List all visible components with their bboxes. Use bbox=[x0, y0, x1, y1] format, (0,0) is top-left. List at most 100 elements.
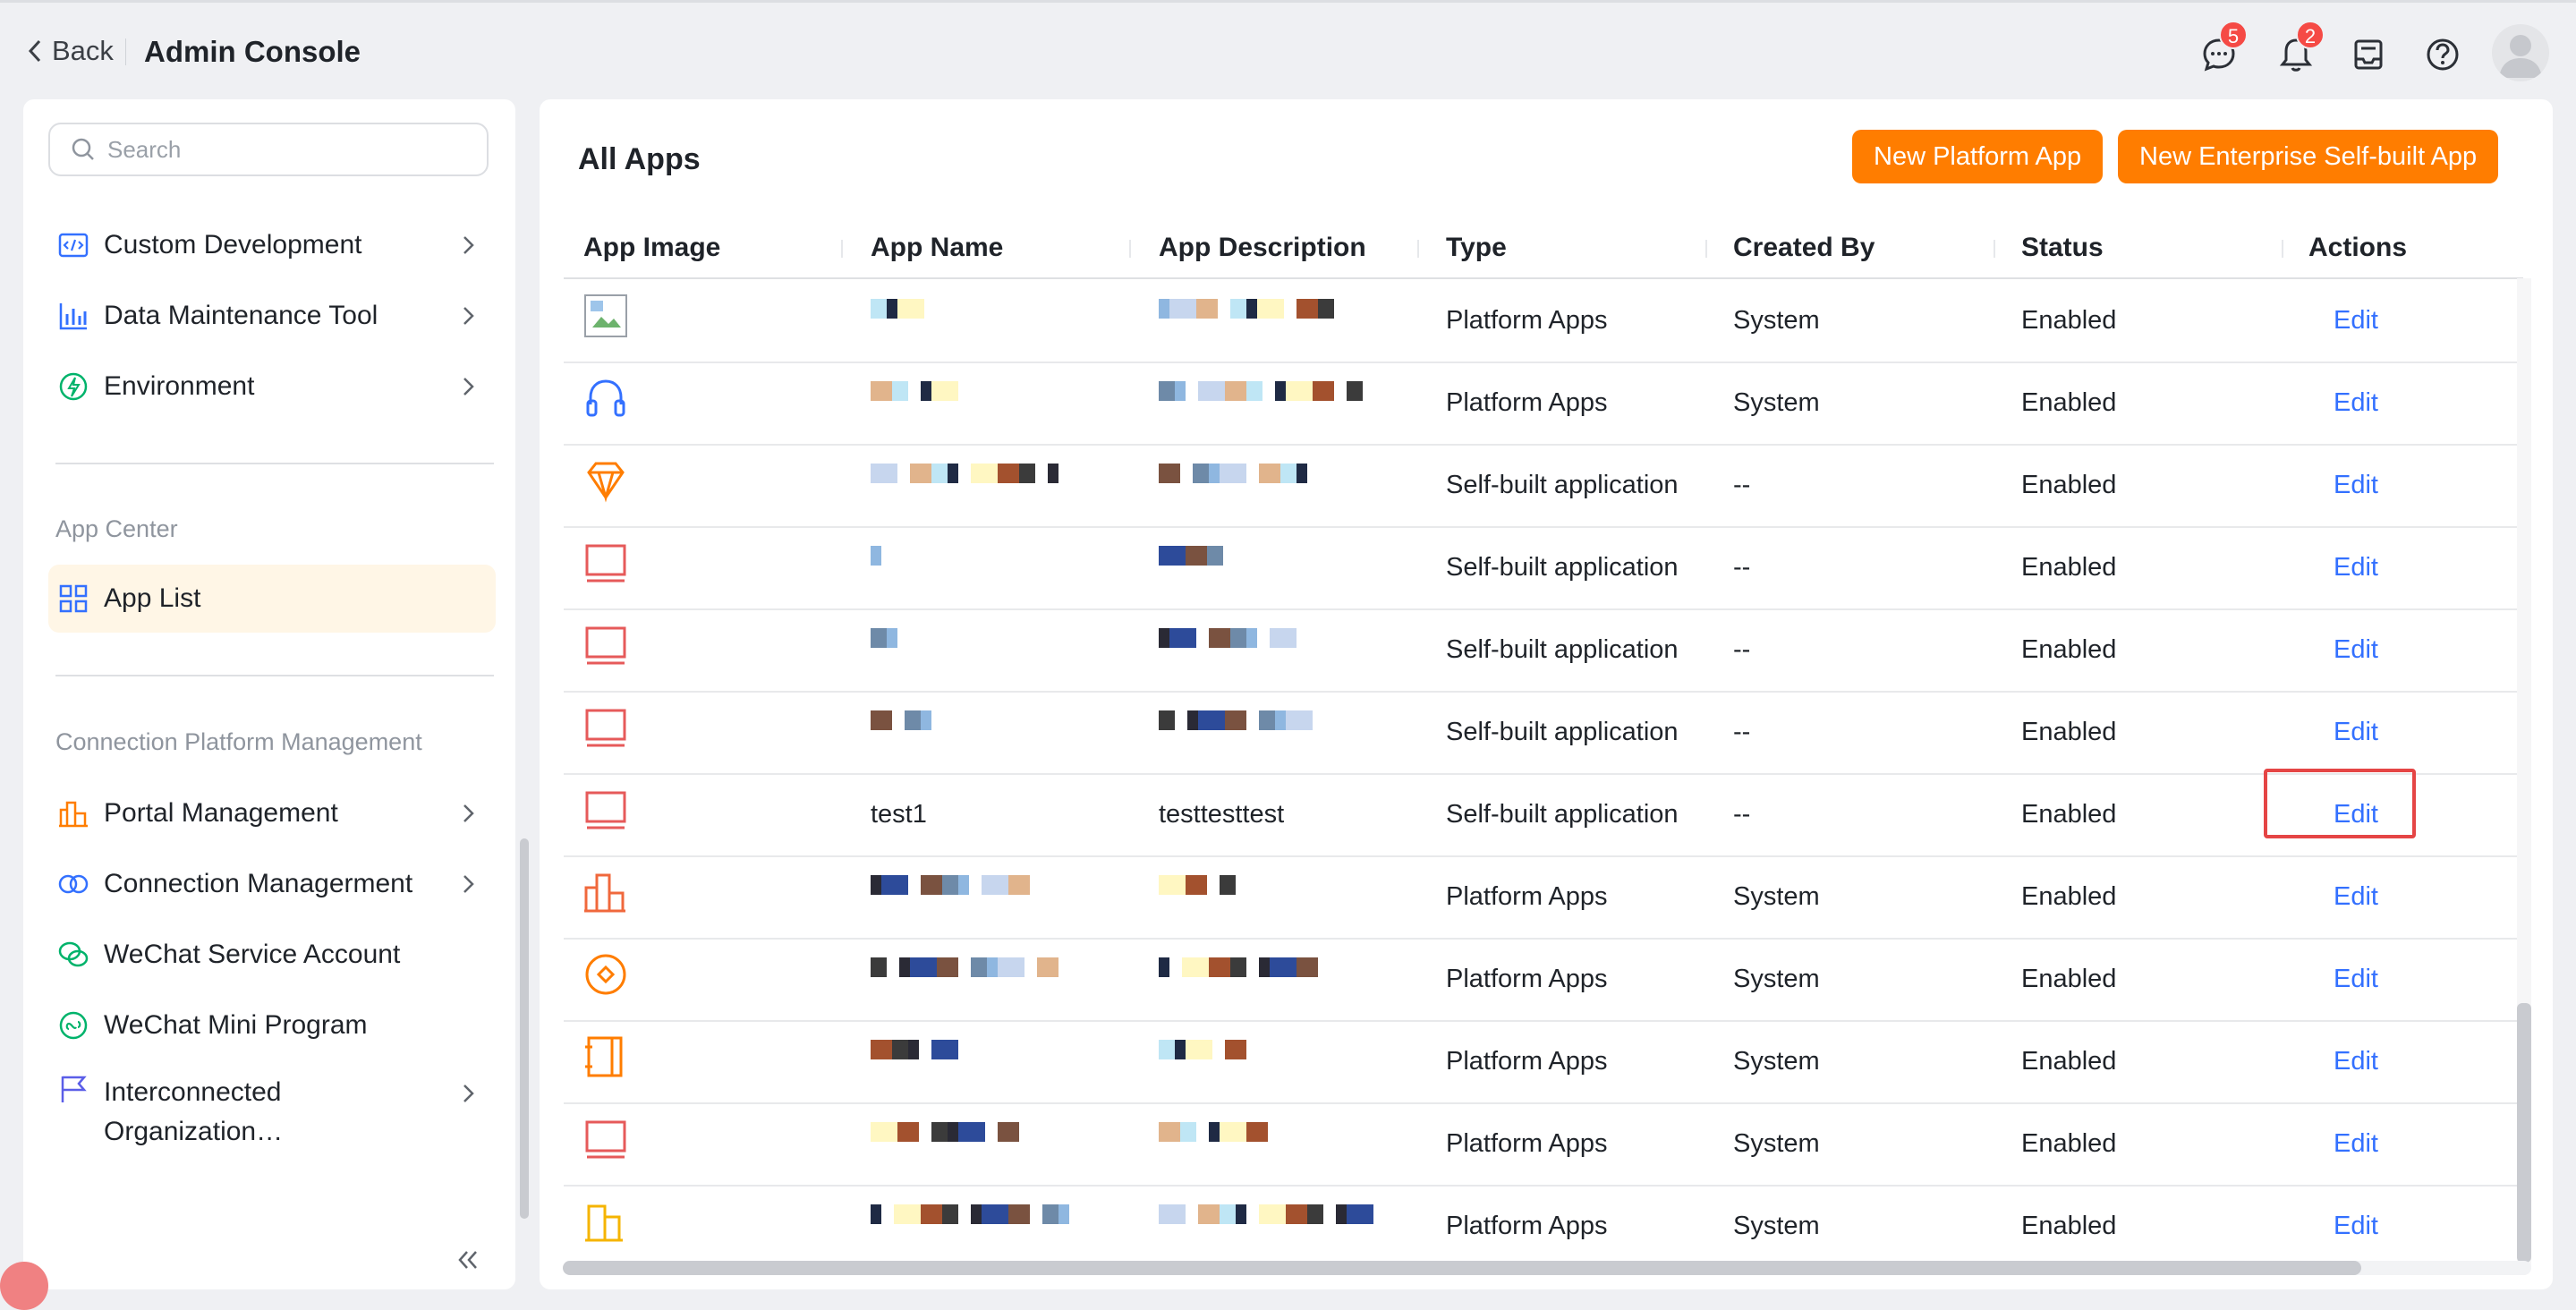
status: Enabled bbox=[2021, 1212, 2117, 1240]
edit-link[interactable]: Edit bbox=[2334, 882, 2378, 911]
column-header-app-description: App Description bbox=[1159, 233, 1366, 262]
sidebar-item-wechat-mini-program[interactable]: WeChat Mini Program bbox=[48, 991, 496, 1059]
created-by: -- bbox=[1733, 800, 1751, 829]
status: Enabled bbox=[2021, 1129, 2117, 1158]
sidebar: Custom Development Data Maintenance Tool… bbox=[23, 99, 529, 1289]
column-header-app-image: App Image bbox=[583, 233, 721, 262]
created-by: System bbox=[1733, 1212, 1820, 1240]
tasks-button[interactable] bbox=[2349, 35, 2388, 74]
sidebar-item-environment[interactable]: Environment bbox=[48, 353, 496, 421]
table-row: Self-built application -- Enabled Edit bbox=[564, 444, 2523, 528]
sidebar-item-label: WeChat Service Account bbox=[104, 940, 401, 969]
edit-link[interactable]: Edit bbox=[2334, 471, 2378, 499]
inbox-icon bbox=[2354, 39, 2383, 70]
code-icon bbox=[58, 233, 89, 258]
redacted-app-description bbox=[1159, 710, 1325, 730]
compass-icon bbox=[585, 954, 626, 995]
redacted-app-name bbox=[871, 1040, 958, 1059]
grid-icon bbox=[59, 584, 88, 613]
edit-link[interactable]: Edit bbox=[2334, 965, 2378, 993]
chevron-right-icon bbox=[463, 307, 474, 325]
building-icon bbox=[585, 1204, 623, 1242]
table-header: App Image App Name App Description Type … bbox=[564, 220, 2523, 279]
sidebar-item-label: Custom Development bbox=[104, 230, 362, 259]
status: Enabled bbox=[2021, 882, 2117, 911]
status: Enabled bbox=[2021, 306, 2117, 335]
headset-icon bbox=[586, 379, 625, 417]
sidebar-scrollbar[interactable] bbox=[520, 838, 529, 1219]
bar-chart-icon bbox=[59, 303, 87, 330]
main-panel: All Apps New Platform App New Enterprise… bbox=[540, 99, 2553, 1289]
app-type: Self-built application bbox=[1446, 471, 1679, 499]
edit-link[interactable]: Edit bbox=[2334, 800, 2378, 829]
status: Enabled bbox=[2021, 718, 2117, 746]
redacted-app-name bbox=[871, 875, 1030, 895]
redacted-app-description bbox=[1159, 464, 1320, 483]
sidebar-item-label: Connection Managerment bbox=[104, 869, 413, 898]
environment-icon bbox=[59, 372, 88, 401]
edit-link[interactable]: Edit bbox=[2334, 1212, 2378, 1240]
sidebar-item-data-maintenance-tool[interactable]: Data Maintenance Tool bbox=[48, 282, 496, 350]
sidebar-item-app-list[interactable]: App List bbox=[48, 565, 496, 633]
sidebar-item-wechat-service-account[interactable]: WeChat Service Account bbox=[48, 921, 496, 989]
sidebar-item-interconnected-organization[interactable]: Interconnected Organization… bbox=[48, 1062, 496, 1161]
sidebar-search[interactable] bbox=[48, 123, 489, 176]
redacted-app-name bbox=[871, 957, 1058, 977]
column-header-status: Status bbox=[2021, 233, 2104, 262]
edit-link[interactable]: Edit bbox=[2334, 1047, 2378, 1076]
column-header-created-by: Created By bbox=[1733, 233, 1875, 262]
sidebar-item-label: Data Maintenance Tool bbox=[104, 301, 378, 330]
status: Enabled bbox=[2021, 635, 2117, 664]
column-resizer[interactable] bbox=[1417, 240, 1419, 258]
section-title-app-center: App Center bbox=[55, 515, 178, 542]
broken-image-icon bbox=[584, 294, 627, 337]
edit-link[interactable]: Edit bbox=[2334, 306, 2378, 335]
monitor-icon bbox=[585, 626, 626, 665]
monitor-icon bbox=[585, 544, 626, 583]
sidebar-item-custom-development[interactable]: Custom Development bbox=[48, 211, 496, 279]
edit-link[interactable]: Edit bbox=[2334, 1129, 2378, 1158]
table-row: Platform Apps System Enabled Edit bbox=[564, 1102, 2523, 1187]
sidebar-item-connection-managerment[interactable]: Connection Managerment bbox=[48, 850, 496, 918]
edit-link[interactable]: Edit bbox=[2334, 635, 2378, 664]
messages-badge: 5 bbox=[2219, 21, 2248, 49]
horizontal-scrollbar[interactable] bbox=[563, 1261, 2361, 1275]
sidebar-item-portal-management[interactable]: Portal Management bbox=[48, 779, 496, 847]
search-input[interactable] bbox=[106, 134, 467, 165]
table-row: Self-built application -- Enabled Edit bbox=[564, 691, 2523, 775]
monitor-icon bbox=[585, 791, 626, 829]
new-platform-app-button[interactable]: New Platform App bbox=[1852, 130, 2104, 183]
sidebar-item-label: WeChat Mini Program bbox=[104, 1010, 368, 1040]
column-resizer[interactable] bbox=[1129, 240, 1131, 258]
redacted-app-name bbox=[871, 710, 931, 730]
back-button[interactable]: Back bbox=[25, 35, 114, 67]
search-icon bbox=[72, 138, 94, 160]
column-resizer[interactable] bbox=[1705, 240, 1707, 258]
app-description: testtesttest bbox=[1159, 800, 1285, 829]
help-button[interactable] bbox=[2423, 35, 2462, 74]
redacted-app-name bbox=[871, 381, 958, 401]
notifications-button[interactable]: 2 bbox=[2276, 21, 2325, 74]
vertical-scrollbar[interactable] bbox=[2517, 1003, 2531, 1263]
messages-button[interactable]: 5 bbox=[2199, 21, 2248, 74]
edit-link[interactable]: Edit bbox=[2334, 718, 2378, 746]
avatar[interactable] bbox=[2492, 24, 2549, 81]
edit-link[interactable]: Edit bbox=[2334, 388, 2378, 417]
chevron-right-icon bbox=[463, 804, 474, 822]
status: Enabled bbox=[2021, 1047, 2117, 1076]
column-resizer[interactable] bbox=[1994, 240, 1995, 258]
new-enterprise-app-button[interactable]: New Enterprise Self-built App bbox=[2118, 130, 2499, 183]
column-header-type: Type bbox=[1446, 233, 1507, 262]
redacted-app-description bbox=[1159, 381, 1363, 401]
column-resizer[interactable] bbox=[2282, 240, 2283, 258]
column-resizer[interactable] bbox=[841, 240, 843, 258]
table-row: Platform Apps System Enabled Edit bbox=[564, 855, 2523, 940]
table-row: Self-built application -- Enabled Edit bbox=[564, 608, 2523, 693]
app-type: Platform Apps bbox=[1446, 1047, 1608, 1076]
created-by: System bbox=[1733, 965, 1820, 993]
sidebar-item-label: Interconnected Organization… bbox=[104, 1077, 284, 1146]
edit-link[interactable]: Edit bbox=[2334, 553, 2378, 582]
app-type: Self-built application bbox=[1446, 635, 1679, 664]
collapse-sidebar-icon[interactable] bbox=[451, 1243, 485, 1277]
redacted-app-description bbox=[1159, 628, 1297, 648]
